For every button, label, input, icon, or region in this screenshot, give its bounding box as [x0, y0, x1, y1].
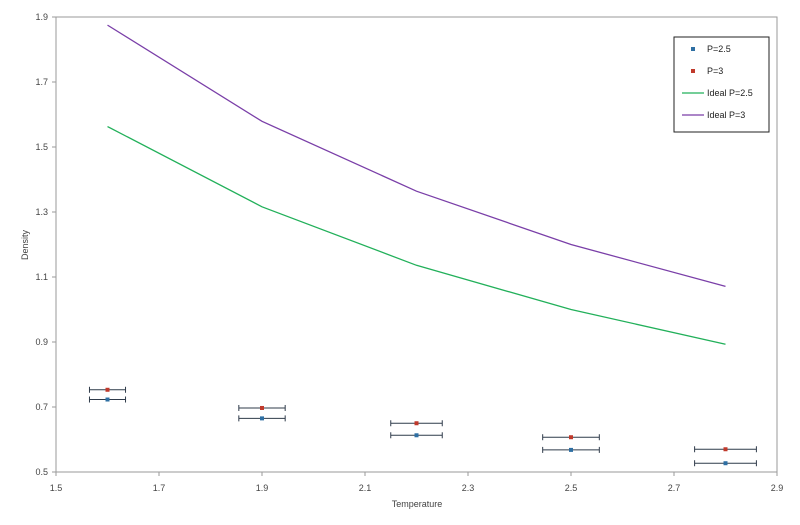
y-tick-label: 1.3: [35, 207, 48, 217]
data-point-p-3: [260, 405, 264, 410]
data-point-p-3: [569, 435, 573, 440]
y-tick-label: 1.5: [35, 142, 48, 152]
plot-area: [55, 16, 778, 473]
legend: P=2.5 P=3 Ideal P=2.5 Ideal P=3: [673, 36, 770, 133]
y-tick-label: 1.1: [35, 272, 48, 282]
legend-label: Ideal P=3: [707, 110, 745, 120]
x-tick-label: 2.7: [668, 483, 681, 493]
data-point-p-2-5: [260, 416, 264, 421]
x-tick-label: 1.9: [256, 483, 269, 493]
series-line-ideal-p-3: [107, 24, 726, 288]
legend-label: P=3: [707, 66, 723, 76]
data-point-p-2-5: [414, 433, 419, 438]
legend-swatch: [691, 69, 695, 73]
y-tick-label: 0.5: [35, 467, 48, 477]
data-point-p-2-5: [105, 397, 110, 402]
data-point-p-3: [105, 387, 110, 392]
y-axis-title: Density: [20, 229, 30, 260]
x-axis-title: Temperature: [392, 499, 443, 509]
x-tick-label: 2.5: [565, 483, 578, 493]
y-tick-label: 0.7: [35, 402, 48, 412]
data-point-p-3: [414, 421, 419, 426]
x-tick-label: 2.3: [462, 483, 475, 493]
x-tick-label: 2.9: [771, 483, 784, 493]
x-tick-label: 1.5: [50, 483, 63, 493]
y-tick-label: 0.9: [35, 337, 48, 347]
y-tick-label: 1.7: [35, 77, 48, 87]
series-line-ideal-p-2-5: [107, 125, 726, 345]
data-point-p-2-5: [723, 461, 728, 466]
y-tick-label: 1.9: [35, 12, 48, 22]
legend-swatch: [691, 47, 695, 51]
data-point-p-3: [723, 447, 728, 452]
x-tick-label: 2.1: [359, 483, 372, 493]
legend-label: P=2.5: [707, 44, 731, 54]
legend-box: [673, 36, 770, 133]
data-point-p-2-5: [569, 447, 573, 452]
x-tick-label: 1.7: [153, 483, 166, 493]
legend-label: Ideal P=2.5: [707, 88, 753, 98]
